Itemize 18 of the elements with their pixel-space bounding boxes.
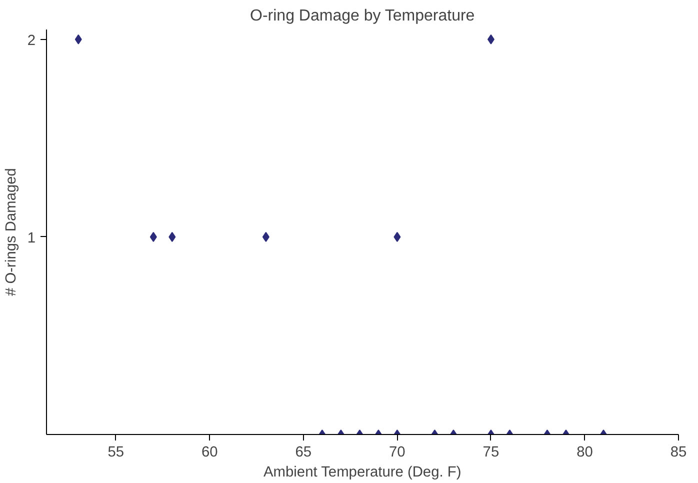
x-tick-label: 85	[670, 444, 687, 460]
y-axis-title: # O-rings Damaged	[3, 168, 20, 296]
x-tick-label: 60	[202, 444, 218, 460]
chart-title: O-ring Damage by Temperature	[250, 8, 475, 24]
point	[487, 34, 494, 44]
y-tick-label: 2	[27, 32, 36, 49]
x-tick-label: 80	[576, 444, 593, 460]
y-tick-label: 1	[27, 230, 36, 246]
point	[74, 34, 82, 44]
x-tick-label: 75	[482, 444, 500, 460]
x-axis-title: Ambient Temperature (Deg. F)	[264, 464, 462, 480]
point	[150, 232, 157, 242]
x-tick-label: 70	[389, 444, 406, 460]
point	[394, 232, 401, 242]
x-tick-label: 55	[108, 444, 124, 460]
point	[168, 232, 176, 242]
x-tick-label: 65	[295, 444, 312, 460]
point	[262, 232, 270, 242]
